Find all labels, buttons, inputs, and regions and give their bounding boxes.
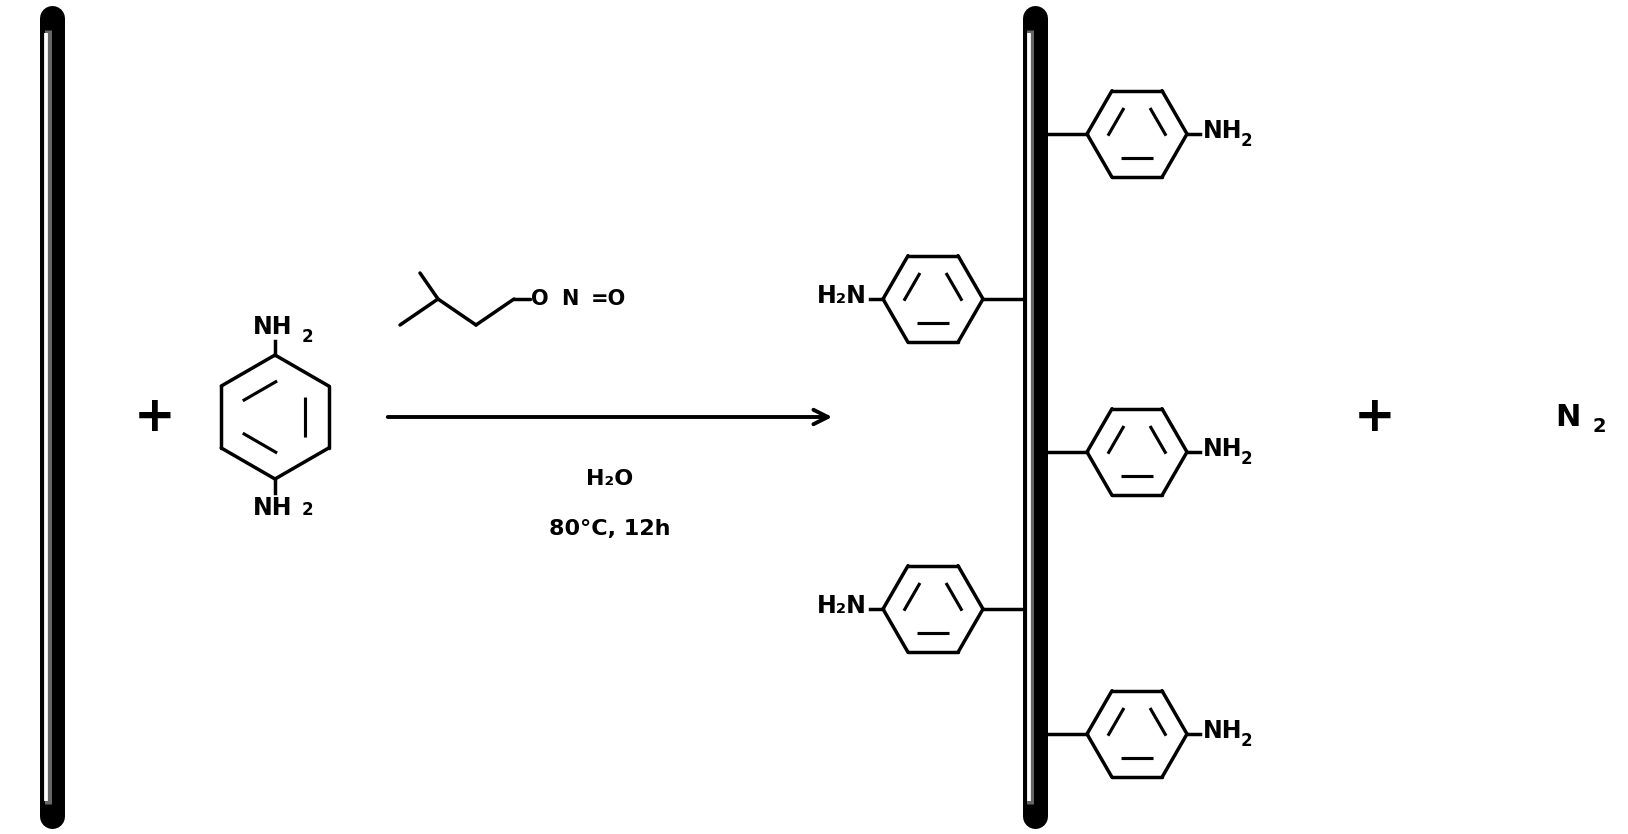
- Text: 80°C, 12h: 80°C, 12h: [549, 519, 671, 539]
- Text: N: N: [1555, 403, 1581, 431]
- Text: 2: 2: [303, 328, 314, 346]
- Text: 2: 2: [1241, 132, 1252, 150]
- Text: +: +: [1354, 393, 1395, 441]
- Text: H₂N: H₂N: [817, 594, 868, 618]
- Text: NH: NH: [254, 496, 293, 520]
- Text: 2: 2: [1241, 732, 1252, 750]
- Ellipse shape: [1026, 813, 1045, 819]
- Text: NH: NH: [254, 315, 293, 339]
- Text: 2: 2: [1594, 418, 1607, 436]
- Text: H₂O: H₂O: [586, 469, 633, 489]
- Ellipse shape: [42, 813, 62, 819]
- Text: NH: NH: [1203, 719, 1242, 743]
- Ellipse shape: [42, 15, 62, 21]
- Ellipse shape: [1026, 15, 1045, 21]
- Text: H₂N: H₂N: [817, 284, 868, 308]
- Text: 2: 2: [303, 501, 314, 519]
- Text: O: O: [531, 289, 549, 309]
- Text: NH: NH: [1203, 437, 1242, 461]
- Text: NH: NH: [1203, 119, 1242, 143]
- Text: N: N: [562, 289, 578, 309]
- Text: =O: =O: [591, 289, 627, 309]
- Text: 2: 2: [1241, 450, 1252, 468]
- Text: +: +: [133, 393, 176, 441]
